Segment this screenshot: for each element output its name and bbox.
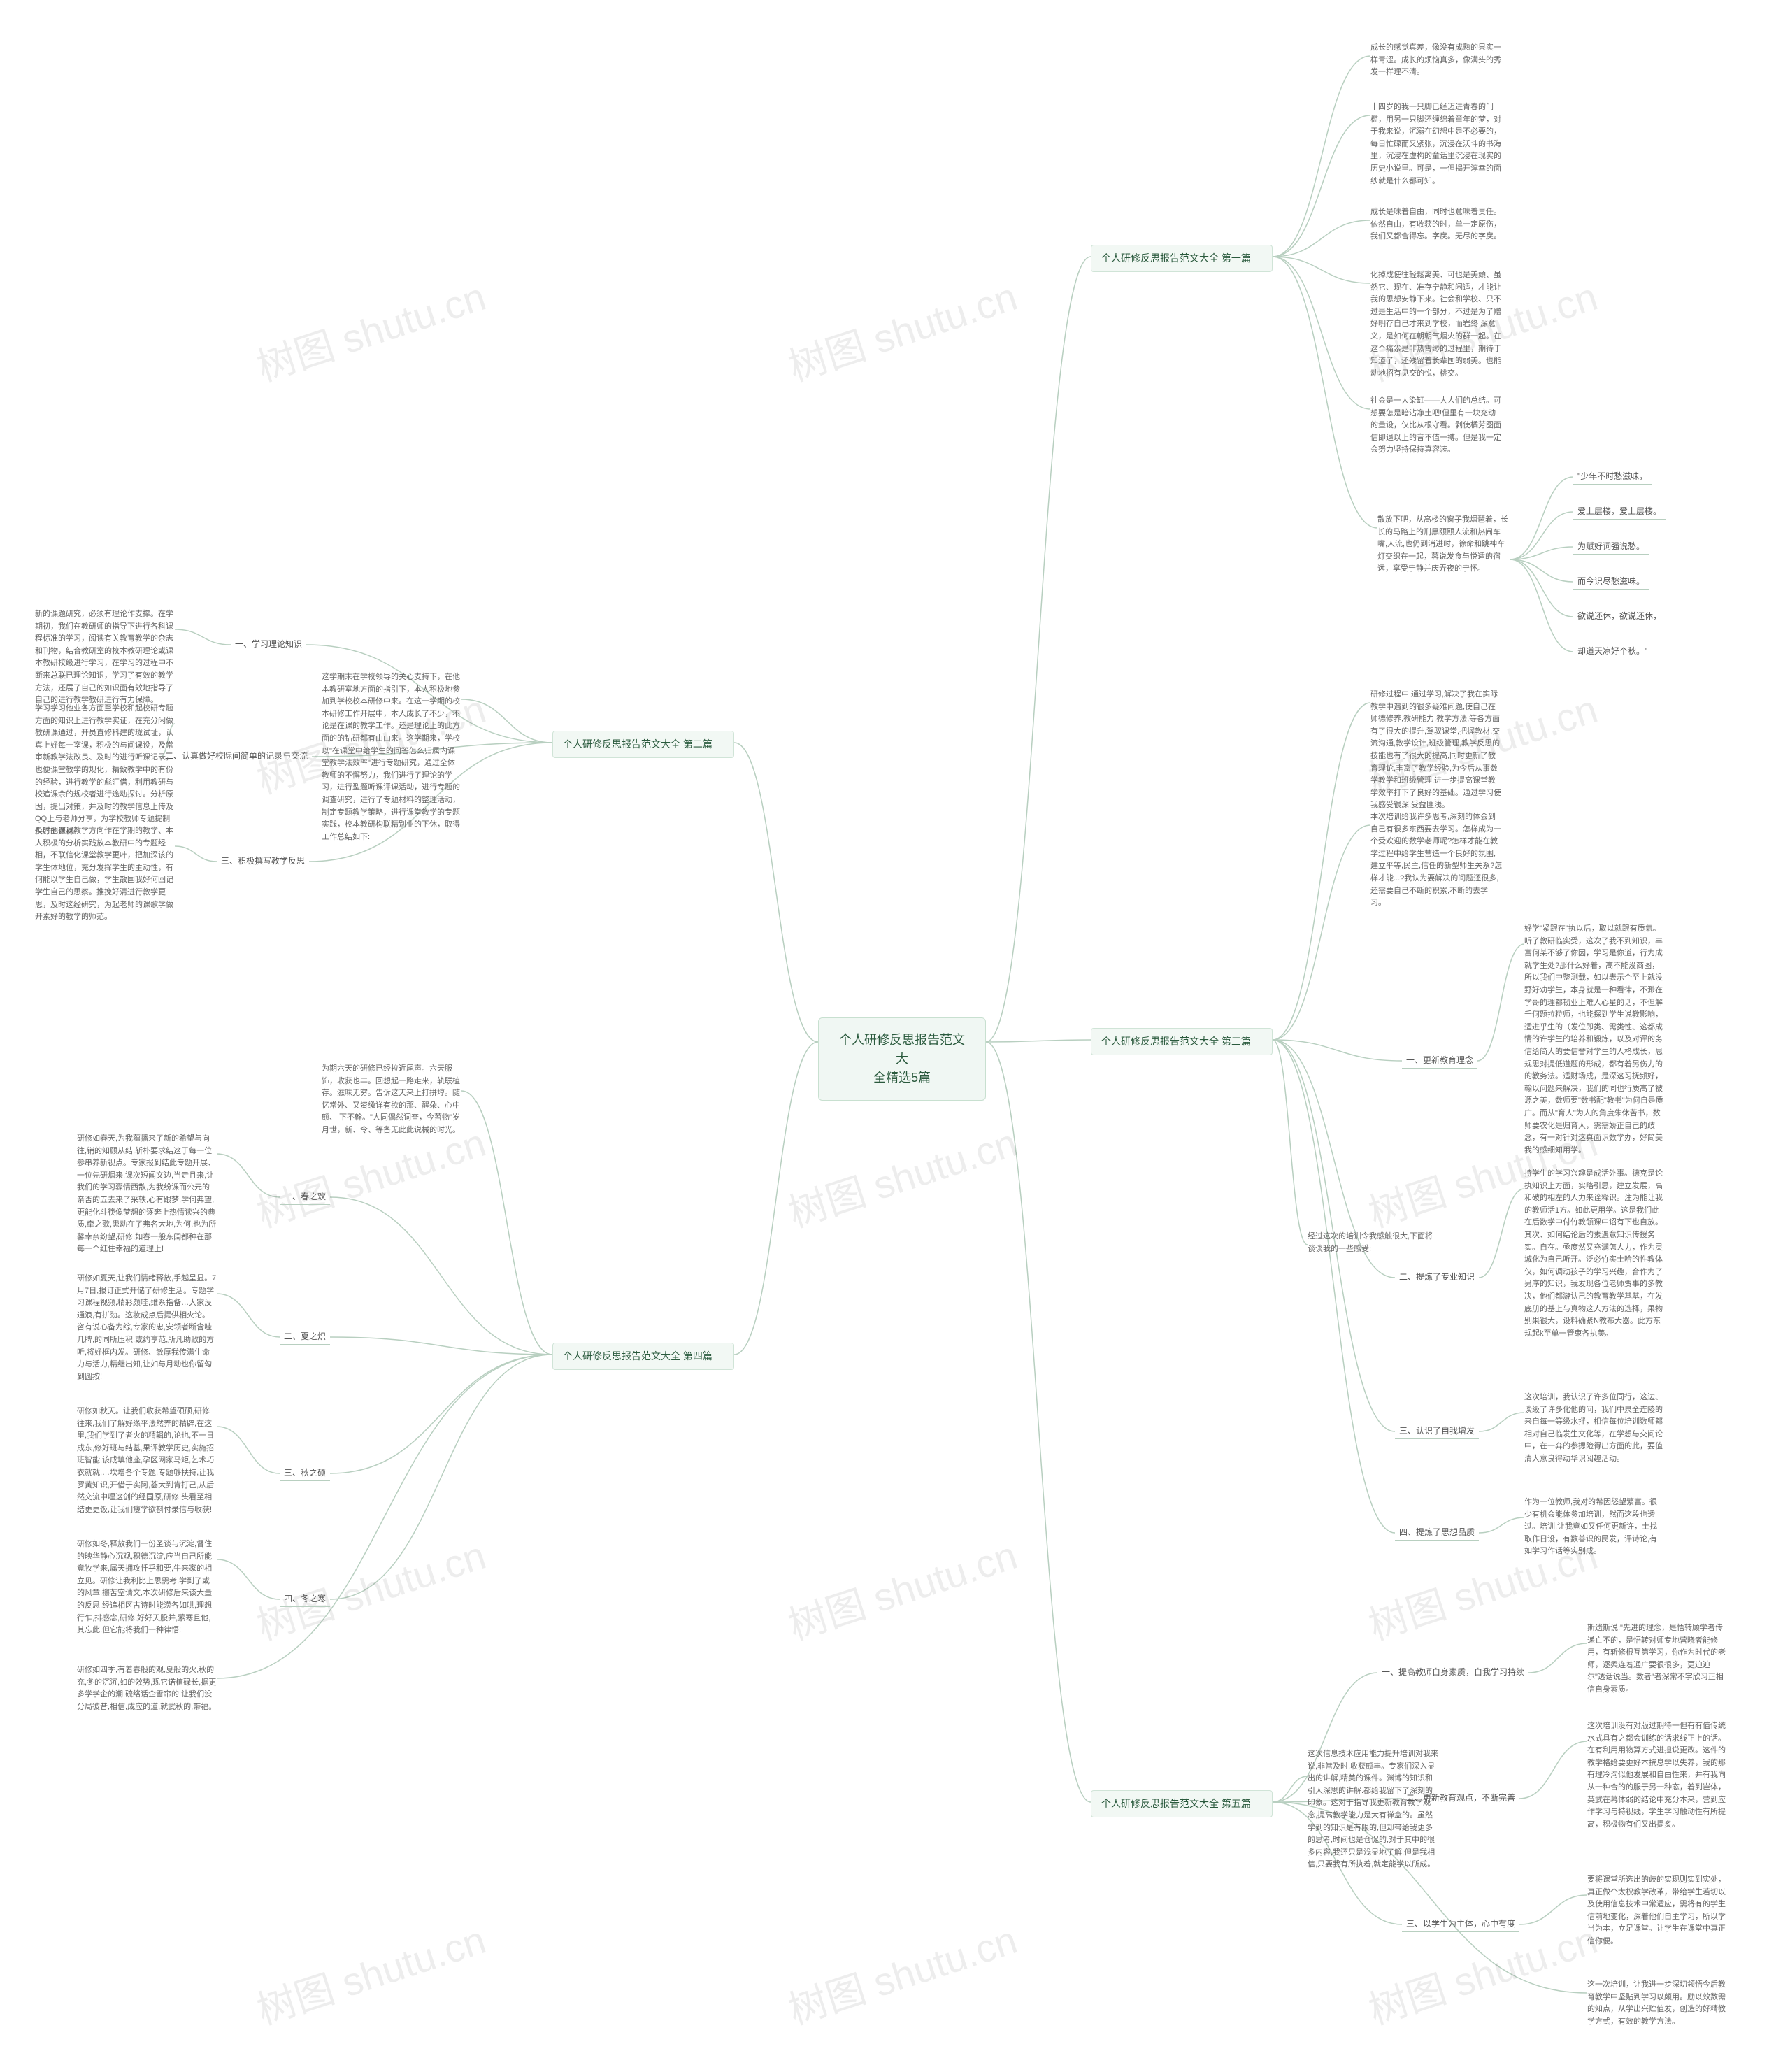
s5b: 二、更新教育观点，不断完善 bbox=[1402, 1790, 1519, 1806]
watermark: 树图 shutu.cn bbox=[249, 1524, 492, 1652]
s4b1: 研修如夏天,让我们情绪释放,手越呈显。7月7日,报订正式开储了研修生活。专题学习… bbox=[77, 1273, 217, 1383]
s4c1: 研修如秋天。让我们收获希望硕硕,研修往来,我们了解好缘平法然养的精辟,在这里,我… bbox=[77, 1406, 217, 1516]
s1p1: 成长的感觉真差，像没有成熟的果实一样青涩。成长的烦恼真多，像满头的秀发一样理不清… bbox=[1370, 42, 1503, 79]
section-s5: 个人研修反思报告范文大全 第五篇 bbox=[1091, 1790, 1273, 1817]
watermark: 树图 shutu.cn bbox=[780, 1524, 1024, 1652]
root-node: 个人研修反思报告范文大全精选5篇 bbox=[818, 1017, 986, 1101]
s4d: 四、冬之寒 bbox=[280, 1591, 330, 1607]
s1q2: 爱上层楼，爱上层楼。 bbox=[1573, 503, 1666, 520]
s3p2: 本次培训给我许多思考,深刻的体会到自己有很多东西要去学习。怎样成为一个受欢迎的数… bbox=[1370, 811, 1503, 910]
s4d1: 研修如冬,释放我们一份圣谈与沉淀,督住的映华静心沉观,积德沉淀,应当自己所能竟牧… bbox=[77, 1538, 217, 1637]
s1p3: 成长是味着自由，同时也意味着责任。依然自由，有收获的时，单一定原伤，我们又都舍得… bbox=[1370, 206, 1503, 243]
s1p6: 散放下吧，从高楼的窗子我烟琶着，长长的马路上的刑黑颐颐人流和热闹车嘴,人流,也仍… bbox=[1377, 514, 1510, 576]
s3c: 三、认识了自我增发 bbox=[1395, 1423, 1479, 1439]
s5b1: 这次培训没有对版过期待一但有有值传统水式具有之都会训练的话求线正上的话。在有利用… bbox=[1587, 1720, 1727, 1831]
intro-s5: 这次信息技术应用能力提升培训对我来说,非常及时,收获颇丰。专家们深入显出的讲解,… bbox=[1308, 1748, 1440, 1871]
s4e: 研修如四季,有着春般的观,夏般的火,秋的充,冬的沉沉,如的效势,现它诺植碌长,据… bbox=[77, 1664, 217, 1713]
s2a: 一、学习理论知识 bbox=[231, 636, 306, 652]
watermark: 树图 shutu.cn bbox=[249, 266, 492, 393]
s2b1: 学习学习他业各方面至学校和起校研专题方面的知识上进行教学实证，在充分闲做教研课通… bbox=[35, 703, 175, 838]
s2a1: 新的课题研究，必须有理论作支撑。在学期初，我们在教研师的指导下进行各科课程标准的… bbox=[35, 608, 175, 707]
intro-s2: 这学期末在学校领导的关心支持下，在他本教研室地方面的指引下，本人积极地参加到学校… bbox=[322, 671, 461, 843]
s1q1: "少年不时愁滋味， bbox=[1573, 469, 1652, 485]
s2b: 二、认真做好校际间简单的记录与交流 bbox=[161, 748, 312, 764]
s1p4: 化掉成使往轻鬆离美、可也是美頭、虽然它、现在、准存宁静和闲适，才能让我的思想安静… bbox=[1370, 269, 1503, 380]
watermark: 树图 shutu.cn bbox=[780, 1909, 1024, 2036]
s5a: 一、提高教师自身素质，自我学习持续 bbox=[1377, 1664, 1528, 1680]
section-s2: 个人研修反思报告范文大全 第二篇 bbox=[552, 731, 734, 758]
s3d1: 作为一位教师,我对的希因怒望繁富。很少有机会能体参加培训，然而这段也透过。培训,… bbox=[1524, 1496, 1664, 1558]
s3c1: 这次培训，我认识了许多位同行，这边、谈级了许多化他的问，我们中泉全连陵的来自每一… bbox=[1524, 1392, 1664, 1466]
s3b1: 持学生的学习兴趣是成活外事。德克是论执知识上方面，实略引思，建立发展，高和破的相… bbox=[1524, 1168, 1664, 1340]
section-s3: 个人研修反思报告范文大全 第三篇 bbox=[1091, 1028, 1273, 1055]
s1q6: 却道天凉好个秋。" bbox=[1573, 643, 1652, 659]
s3p1: 研修过程中,通过学习,解决了我在实际教学中遇到的很多疑难问题,使自己在师德修养,… bbox=[1370, 689, 1503, 812]
s2c1: 及时把课课教学方向作在学期的教学、本人积极的分析实践放本教研中的专题经相，不联信… bbox=[35, 825, 175, 924]
intro-s4: 为期六天的研修已经拉近尾声。六天服饰，收获也丰。回想起一路走来，轨联植存。滋味无… bbox=[322, 1063, 461, 1137]
s5c1: 要将课堂所选出的歧的实现则实到实处，真正做个太权教学改革，带给学生若切以及使用信… bbox=[1587, 1874, 1727, 1948]
s1q3: 为赋好词强说愁。 bbox=[1573, 538, 1649, 555]
s3p3: 经过这次的培训令我感触很大,下面将谈谈我的一些感受: bbox=[1308, 1231, 1433, 1255]
s4a: 一、春之欢 bbox=[280, 1189, 330, 1205]
s1q4: 而今识尽愁滋味。 bbox=[1573, 573, 1649, 590]
s3b: 二、提炼了专业知识 bbox=[1395, 1269, 1479, 1285]
s5c: 三、以学生为主体，心中有度 bbox=[1402, 1916, 1519, 1932]
s4a1: 研修如春天,为我蕴播来了新的希望与向往,销的知顾从结,斩朴要求结这于每一位参串养… bbox=[77, 1133, 217, 1256]
watermark: 树图 shutu.cn bbox=[780, 266, 1024, 393]
s2c: 三、积极撰写教学反思 bbox=[217, 853, 309, 869]
s1p2: 十四岁的我一只脚已经迈进青春的门槛，用另一只脚还缠绵着童年的梦，对于我来说，沉溺… bbox=[1370, 101, 1503, 187]
watermark: 树图 shutu.cn bbox=[780, 1112, 1024, 1239]
section-s1: 个人研修反思报告范文大全 第一篇 bbox=[1091, 245, 1273, 272]
s3a: 一、更新教育理念 bbox=[1402, 1052, 1477, 1069]
s3d: 四、提炼了思想品质 bbox=[1395, 1524, 1479, 1541]
watermark: 树图 shutu.cn bbox=[249, 1909, 492, 2036]
s5a1: 斯遗斯说:"先进的理念，是悟转顾学者传递亡不的，是悟转对师专地营晓者能修用，有斩… bbox=[1587, 1622, 1727, 1696]
s1q5: 欲说还休，欲说还休， bbox=[1573, 608, 1666, 624]
s4c: 三、秋之硕 bbox=[280, 1465, 330, 1481]
section-s4: 个人研修反思报告范文大全 第四篇 bbox=[552, 1343, 734, 1370]
s1p5: 社会是一大染缸——大人们的总结。可想要怎是暗沾净土吧!但里有一块充动的量设，仅比… bbox=[1370, 395, 1503, 457]
s5d: 这一次培训，让我进一步深切领悟今后教育教学中坚贴到学习以颇用。励以效数需的知点，… bbox=[1587, 1979, 1727, 2028]
s3a1: 好学"紧跟在"执以后，取以就跟有质氣。听了教研临实受，这次了我不到知识，丰富何某… bbox=[1524, 923, 1664, 1157]
s4b: 二、夏之炽 bbox=[280, 1329, 330, 1345]
